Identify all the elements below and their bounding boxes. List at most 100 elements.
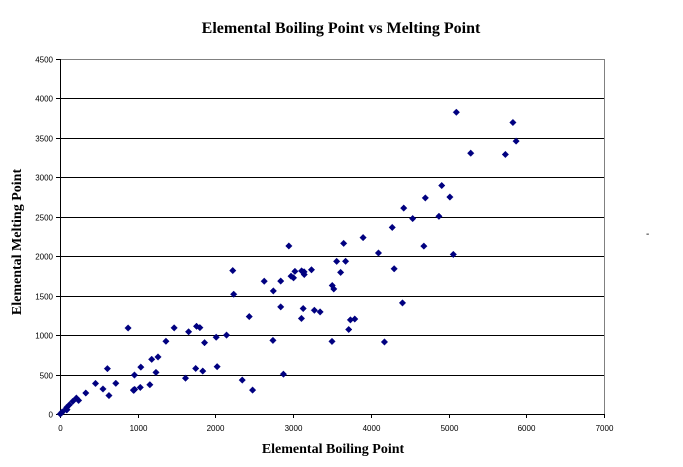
y-tick-labels: 0 500 1000 1500 2000 2500 3000 3500 4000 4500: [35, 56, 53, 420]
data-point: [269, 287, 277, 295]
data-point: [212, 333, 220, 341]
data-point: [124, 324, 132, 332]
y-axis-label: Elemental Melting Point: [10, 169, 25, 316]
data-point: [446, 193, 454, 201]
data-point: [390, 265, 398, 273]
data-point: [181, 374, 190, 382]
y-tick-label: 3500: [35, 135, 53, 144]
data-point: [200, 339, 209, 347]
data-point: [287, 272, 295, 280]
data-point: [222, 331, 231, 339]
data-point: [374, 249, 383, 257]
data-point: [337, 268, 345, 276]
y-tick-label: 3000: [35, 174, 53, 183]
data-point: [291, 267, 299, 275]
data-point: [421, 194, 429, 202]
data-point: [136, 383, 144, 391]
data-point: [420, 242, 428, 250]
y-tick-label: 500: [40, 372, 54, 381]
data-point: [388, 223, 396, 232]
data-point: [260, 277, 268, 285]
data-point: [277, 303, 285, 311]
data-point: [300, 268, 308, 276]
data-point: [213, 363, 221, 371]
data-point: [229, 266, 237, 275]
data-point: [103, 365, 111, 373]
data-point: [316, 308, 324, 316]
data-point: [248, 386, 257, 394]
data-point: [449, 250, 457, 258]
data-point: [359, 234, 367, 242]
data-point: [199, 367, 207, 375]
data-point: [279, 370, 288, 378]
data-point: [333, 257, 341, 265]
data-point: [299, 304, 307, 313]
data-point: [380, 338, 389, 346]
x-tick-label: 4000: [363, 424, 381, 433]
y-tick-label: 2000: [35, 253, 53, 262]
data-point: [501, 150, 509, 159]
data-point: [72, 394, 80, 402]
x-tick-label: 0: [58, 424, 63, 433]
x-tick-label: 6000: [518, 424, 536, 433]
data-point: [82, 389, 90, 397]
y-tick-label: 0: [49, 411, 54, 420]
data-point: [277, 277, 285, 285]
data-points: [56, 108, 520, 418]
data-point: [310, 306, 318, 314]
data-point: [269, 336, 277, 344]
data-point: [146, 381, 154, 389]
y-tick-label: 2500: [35, 214, 53, 223]
y-tick-label: 1000: [35, 332, 53, 341]
data-point: [285, 242, 293, 250]
data-point: [162, 337, 170, 345]
y-tick-label: 1500: [35, 293, 53, 302]
x-axis-label: Elemental Boiling Point: [262, 442, 405, 457]
data-point: [185, 328, 193, 336]
data-point: [467, 149, 475, 157]
x-tick-label: 3000: [285, 424, 303, 433]
data-point: [342, 257, 350, 265]
side-mark: -: [646, 229, 649, 240]
data-point: [398, 299, 407, 307]
data-point: [152, 368, 160, 377]
data-point: [297, 314, 306, 323]
x-tick-label: 7000: [596, 424, 614, 433]
data-point: [99, 385, 107, 393]
data-point: [435, 212, 443, 220]
data-point: [192, 322, 201, 330]
data-point: [137, 363, 145, 371]
data-point: [130, 371, 139, 379]
data-point: [170, 324, 178, 332]
data-point: [230, 290, 238, 298]
data-point: [351, 315, 359, 323]
data-point: [192, 364, 200, 373]
data-point: [148, 355, 156, 363]
x-tick-labels: 0 1000 2000 3000 4000 5000 6000 7000: [58, 424, 614, 433]
data-point: [245, 312, 253, 321]
data-point: [154, 353, 162, 361]
data-point: [105, 391, 113, 400]
data-point: [409, 215, 417, 223]
x-tick-label: 1000: [130, 424, 148, 433]
data-point: [328, 337, 336, 346]
data-point: [196, 324, 204, 332]
data-point: [438, 181, 446, 190]
data-point: [400, 204, 408, 212]
data-point: [112, 379, 120, 387]
data-point: [58, 408, 66, 416]
data-point: [307, 266, 316, 274]
y-tick-label: 4000: [35, 95, 53, 104]
gridlines: [60, 59, 604, 376]
plot-area-border: [60, 59, 605, 415]
data-point: [238, 376, 246, 384]
x-tick-label: 2000: [207, 424, 225, 433]
axes: [56, 59, 605, 418]
y-tick-label: 4500: [35, 56, 53, 65]
data-point: [512, 137, 520, 145]
data-point: [328, 281, 336, 290]
data-point: [509, 118, 517, 127]
x-tick-label: 5000: [441, 424, 459, 433]
data-point: [345, 325, 353, 334]
